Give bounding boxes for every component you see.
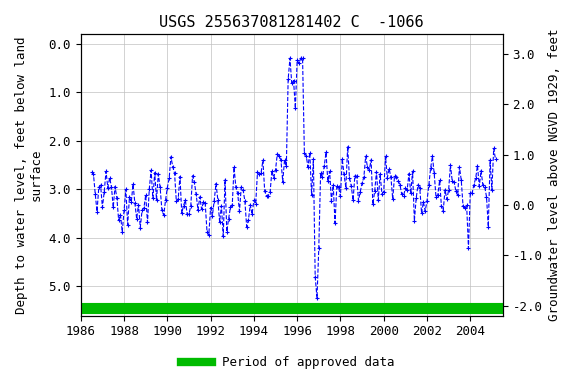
Y-axis label: Depth to water level, feet below land
surface: Depth to water level, feet below land su… — [15, 36, 43, 313]
Title: USGS 255637081281402 C  -1066: USGS 255637081281402 C -1066 — [160, 15, 424, 30]
Y-axis label: Groundwater level above NGVD 1929, feet: Groundwater level above NGVD 1929, feet — [548, 28, 561, 321]
Legend: Period of approved data: Period of approved data — [176, 351, 400, 374]
